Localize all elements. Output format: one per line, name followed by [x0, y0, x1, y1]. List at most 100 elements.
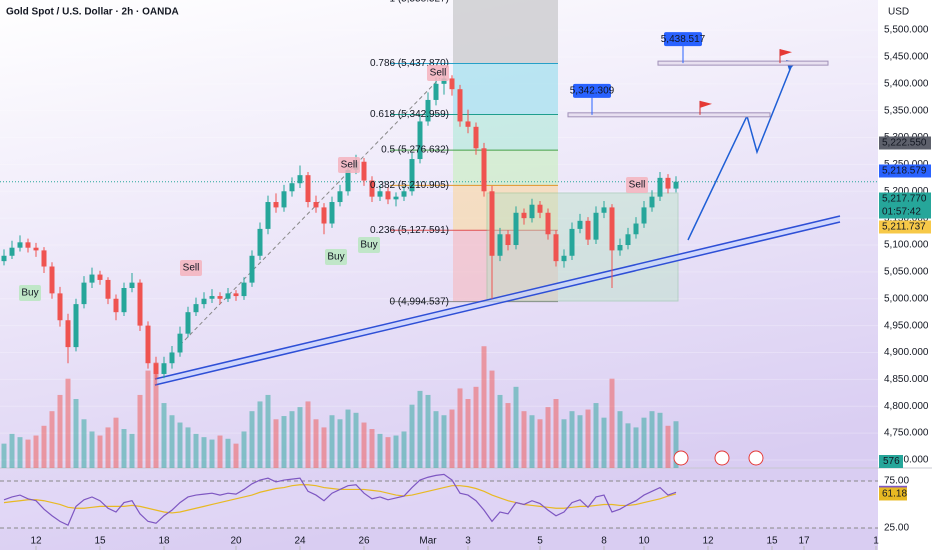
signal-label: Sell	[183, 263, 200, 274]
volume-bar	[281, 416, 287, 468]
x-tick-label: 3	[465, 536, 471, 547]
candle-body	[641, 207, 647, 224]
signal-box	[338, 157, 360, 173]
candle-body	[585, 220, 591, 240]
volume-bar	[137, 394, 143, 468]
volume-bar	[409, 404, 415, 468]
candle-body	[369, 180, 375, 197]
candle-body	[249, 255, 255, 283]
flag	[700, 100, 712, 108]
volume-bar	[345, 409, 351, 468]
y-tick-label: 5,500.000	[884, 25, 929, 36]
candle-body	[185, 312, 191, 334]
volume-bar	[537, 419, 543, 468]
candle-body	[457, 89, 463, 122]
signal-label: Sell	[430, 68, 447, 79]
volume-bar	[561, 419, 567, 468]
volume-bar	[329, 415, 335, 468]
candle-body	[569, 228, 575, 256]
trend-line	[154, 221, 841, 386]
x-tick-label: 18	[158, 536, 170, 547]
volume-bar	[297, 407, 303, 468]
candle-body	[161, 363, 167, 374]
volume-bar	[201, 437, 207, 468]
volume-bar	[265, 394, 271, 468]
volume-bar	[353, 412, 359, 468]
target-zone	[567, 112, 771, 118]
volume-bar	[17, 437, 23, 468]
x-tick-label: 5	[537, 536, 543, 547]
candle-body	[433, 83, 439, 100]
candle-body	[617, 245, 623, 251]
candle-body	[537, 204, 543, 213]
volume-bar	[209, 439, 215, 468]
x-tick-label: 1	[873, 536, 879, 547]
volume-bar	[385, 437, 391, 468]
volume-bar	[449, 409, 455, 468]
candle-body	[73, 304, 79, 348]
candle-body	[441, 78, 447, 84]
volume-bar	[401, 431, 407, 468]
volume-bar	[369, 429, 375, 468]
candle-body	[497, 234, 503, 256]
candle-body	[665, 177, 671, 189]
volume-bar	[25, 439, 31, 468]
volume-bar	[289, 411, 295, 468]
candle-body	[105, 279, 111, 299]
price-badge	[879, 136, 931, 150]
candle-body	[97, 274, 103, 280]
candle-body	[345, 169, 351, 192]
countdown: 01:57:42	[882, 207, 921, 218]
volume-bar	[497, 394, 503, 468]
candle-body	[265, 202, 271, 229]
y-tick-label: 4,900.000	[884, 347, 929, 358]
target-zone	[657, 60, 829, 66]
volume-bar	[313, 419, 319, 468]
volume-bar	[521, 411, 527, 468]
y-tick-label: 5,450.000	[884, 52, 929, 63]
signal-label: Sell	[629, 180, 646, 191]
candle-body	[393, 196, 399, 200]
overlays: 1 (5,558.527) 0.786 (5,437.870) 0.618 (5,3…	[19, 0, 829, 307]
candle-body	[25, 242, 31, 248]
volume-bar	[417, 390, 423, 468]
candle-body	[577, 220, 583, 229]
candle-body	[649, 196, 655, 208]
volume-bar	[545, 407, 551, 468]
y-tick-label: 4,750.000	[884, 428, 929, 439]
volume-bar	[81, 419, 87, 468]
volume-bar	[425, 394, 431, 468]
candle-body	[9, 247, 15, 256]
x-tick-label: 10	[638, 536, 650, 547]
candle-body	[305, 175, 311, 203]
volume-bar	[505, 403, 511, 468]
volume-bar	[41, 425, 47, 468]
volume-bar	[377, 433, 383, 468]
volume-bar	[113, 417, 119, 468]
candle-body	[113, 298, 119, 313]
candle-body	[633, 223, 639, 235]
candle-body	[121, 288, 127, 313]
x-tick-label: 20	[230, 536, 242, 547]
fib-label: 0.618 (5,342.959)	[370, 109, 449, 120]
candle-body	[417, 121, 423, 160]
volume-bar	[73, 399, 79, 468]
volume-bar	[361, 422, 367, 468]
volume-bar	[489, 370, 495, 468]
fib-zone	[453, 150, 558, 186]
candle-body	[321, 207, 327, 224]
x-tick-label: 26	[358, 536, 370, 547]
rsi-badge-label: 61.18	[882, 489, 907, 500]
rsi-line	[3, 473, 677, 526]
fib-label: 0 (4,994.537)	[390, 296, 450, 307]
candle-body	[225, 293, 231, 299]
candle-body	[449, 78, 455, 90]
volume-bar	[641, 417, 647, 468]
candle-body	[505, 234, 511, 246]
y-tick-label: 5,100.000	[884, 240, 929, 251]
candle-body	[177, 333, 183, 353]
fib-top-zone	[453, 0, 558, 64]
volume-badge	[879, 455, 903, 468]
volume-bar	[185, 427, 191, 468]
